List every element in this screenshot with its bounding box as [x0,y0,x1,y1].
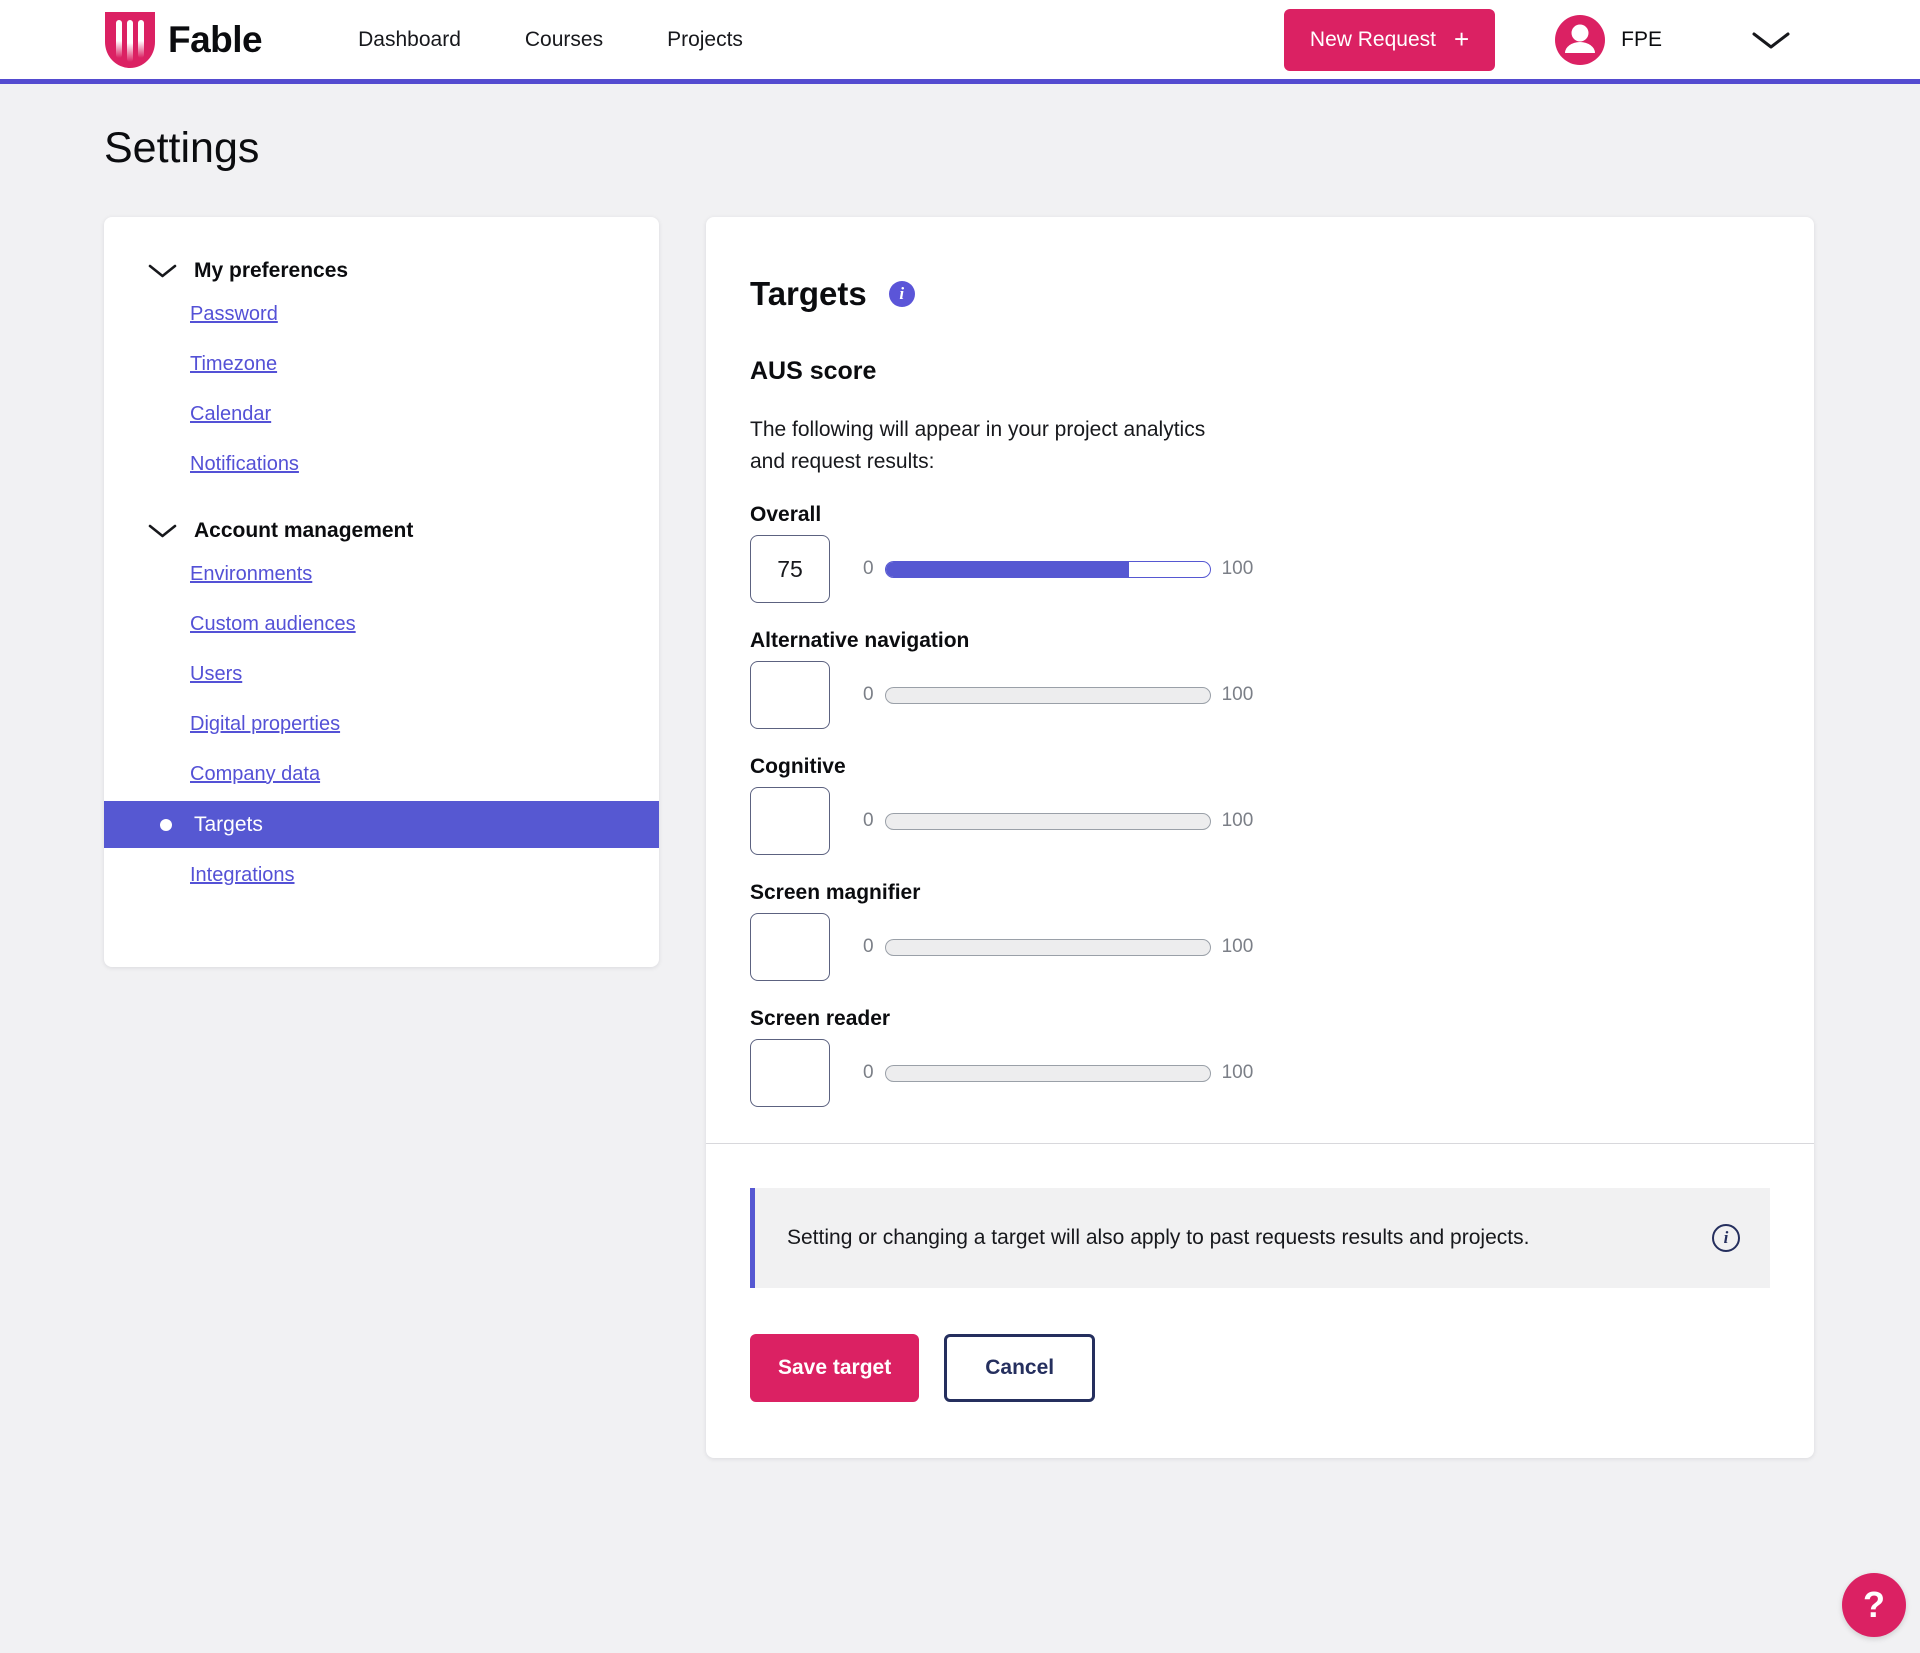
cognitive-progress-bar[interactable] [884,812,1211,830]
section-title: Account management [194,519,414,542]
field-alternative-navigation: Alternative navigation 0 100 [750,629,1770,729]
field-label: Cognitive [750,755,846,778]
account-management-links: Environments Custom audiences Users Digi… [104,549,659,900]
fable-logo[interactable]: Fable [104,11,263,69]
person-icon [1565,24,1596,53]
new-request-label: New Request [1309,27,1436,51]
form-actions: Save target Cancel [706,1334,1814,1402]
nav-projects[interactable]: Projects [667,27,743,51]
header-right-group: New Request + FPE [1283,8,1792,71]
field-screen-reader: Screen reader 0 100 [750,1007,1770,1107]
alternative-navigation-slider: 0 100 [863,684,1253,706]
list-item: Environments [104,549,659,599]
nav-courses[interactable]: Courses [524,27,604,51]
cancel-button[interactable]: Cancel [944,1334,1096,1402]
notice-text: Setting or changing a target will also a… [787,1226,1530,1249]
field-label: Screen reader [750,1007,891,1030]
list-item: Calendar [104,389,659,439]
alternative-navigation-progress-bar[interactable] [884,686,1211,704]
overall-progress-bar[interactable] [884,560,1211,578]
chevron-down-icon [148,263,177,279]
sidebar-item-calendar[interactable]: Calendar [190,402,272,425]
slider-max-label: 100 [1221,684,1254,705]
top-navigation-bar: Fable Dashboard Courses Projects New Req… [0,0,1920,84]
slider-min-label: 0 [863,936,874,957]
panel-divider [706,1143,1814,1144]
sidebar-item-timezone[interactable]: Timezone [190,352,278,375]
list-item: Custom audiences [104,599,659,649]
sidebar-item-targets-active[interactable]: Targets [104,801,659,848]
settings-page: Settings My preferences Password Timezon… [0,124,1920,1458]
brand-name: Fable [168,18,263,60]
screen-magnifier-progress-bar[interactable] [884,938,1211,956]
sidebar-item-environments[interactable]: Environments [190,562,313,585]
field-label: Screen magnifier [750,881,921,904]
sidebar-item-company-data[interactable]: Company data [190,762,321,785]
slider-max-label: 100 [1221,558,1254,579]
slider-max-label: 100 [1221,936,1254,957]
panel-title: Targets [750,275,867,312]
slider-min-label: 0 [863,558,874,579]
targets-info-icon[interactable]: i [888,281,915,307]
field-cognitive: Cognitive 0 100 [750,755,1770,855]
field-overall: Overall 0 100 [750,503,1770,603]
sidebar-item-password[interactable]: Password [190,302,278,325]
slider-min-label: 0 [863,684,874,705]
progress-fill [885,561,1129,577]
targets-panel: Targets i AUS score The following will a… [706,217,1814,1458]
list-item: Digital properties [104,699,659,749]
slider-min-label: 0 [863,1062,874,1083]
sidebar-item-label: Targets [194,812,263,836]
list-item: Notifications [104,439,659,489]
my-preferences-links: Password Timezone Calendar Notifications [104,289,659,489]
field-label: Alternative navigation [750,629,970,652]
sidebar-item-integrations[interactable]: Integrations [190,863,295,886]
help-button[interactable]: ? [1842,1573,1906,1637]
list-item: Timezone [104,339,659,389]
new-request-button[interactable]: New Request + [1283,8,1496,71]
section-title: My preferences [194,259,349,282]
save-target-button[interactable]: Save target [750,1334,920,1402]
list-item: Company data [104,749,659,799]
list-item: Users [104,649,659,699]
alternative-navigation-score-input[interactable] [750,661,830,729]
screen-reader-score-input[interactable] [750,1039,830,1107]
page-title: Settings [104,124,260,172]
cognitive-slider: 0 100 [863,810,1253,832]
fable-shield-icon [104,11,156,69]
nav-dashboard[interactable]: Dashboard [358,27,461,51]
user-initials: FPE [1621,27,1662,51]
slider-max-label: 100 [1221,1062,1254,1083]
notice-info-icon[interactable]: i [1712,1224,1740,1252]
section-my-preferences[interactable]: My preferences [104,259,659,283]
settings-sidebar: My preferences Password Timezone Calenda… [104,217,659,967]
screen-magnifier-slider: 0 100 [863,936,1253,958]
sidebar-item-notifications[interactable]: Notifications [190,452,299,475]
field-label: Overall [750,503,822,526]
plus-icon: + [1453,24,1470,54]
overall-slider: 0 100 [863,558,1253,580]
screen-reader-slider: 0 100 [863,1062,1253,1084]
overall-score-input[interactable] [750,535,830,603]
screen-reader-progress-bar[interactable] [884,1064,1211,1082]
cognitive-score-input[interactable] [750,787,830,855]
aus-score-heading: AUS score [750,357,877,385]
main-nav: Dashboard Courses Projects [358,28,743,52]
sidebar-item-users[interactable]: Users [190,662,243,685]
user-avatar[interactable] [1555,14,1606,65]
list-item: Password [104,289,659,339]
slider-max-label: 100 [1221,810,1254,831]
active-bullet-icon [160,818,172,831]
target-change-notice: Setting or changing a target will also a… [750,1188,1770,1288]
sidebar-item-custom-audiences[interactable]: Custom audiences [190,612,356,635]
section-account-management[interactable]: Account management [104,519,659,543]
field-screen-magnifier: Screen magnifier 0 100 [750,881,1770,981]
user-menu-chevron-down-icon[interactable] [1750,29,1792,51]
slider-min-label: 0 [863,810,874,831]
panel-description: The following will appear in your projec… [750,418,1206,473]
sidebar-item-digital-properties[interactable]: Digital properties [190,712,341,735]
list-item: Integrations [104,850,659,900]
chevron-down-icon [148,523,177,539]
screen-magnifier-score-input[interactable] [750,913,830,981]
